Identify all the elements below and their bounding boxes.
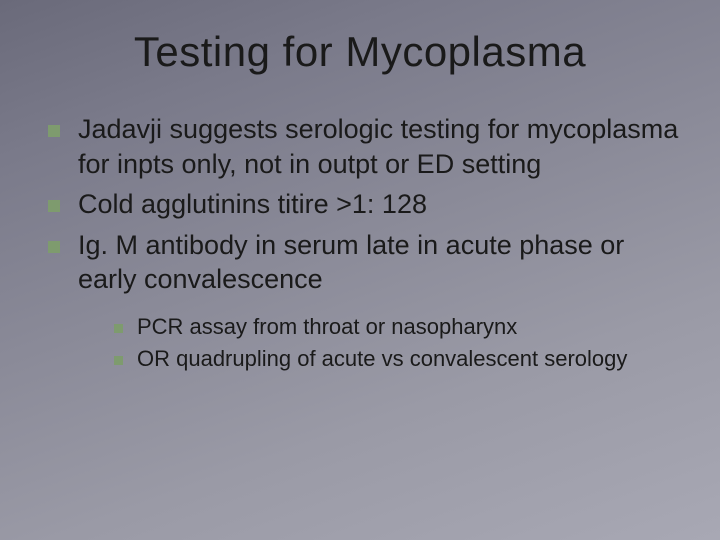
- list-item: Ig. M antibody in serum late in acute ph…: [48, 228, 680, 297]
- list-item: Cold agglutinins titire >1: 128: [48, 187, 680, 222]
- slide: Testing for Mycoplasma Jadavji suggests …: [0, 0, 720, 540]
- list-item: OR quadrupling of acute vs convalescent …: [114, 345, 680, 374]
- sub-bullet-text: OR quadrupling of acute vs convalescent …: [137, 345, 627, 374]
- list-item: PCR assay from throat or nasopharynx: [114, 313, 680, 342]
- square-bullet-icon: [114, 324, 123, 333]
- bullet-text: Cold agglutinins titire >1: 128: [78, 187, 427, 222]
- bullet-text: Ig. M antibody in serum late in acute ph…: [78, 228, 680, 297]
- bullet-text: Jadavji suggests serologic testing for m…: [78, 112, 680, 181]
- sub-bullet-text: PCR assay from throat or nasopharynx: [137, 313, 517, 342]
- square-bullet-icon: [114, 356, 123, 365]
- square-bullet-icon: [48, 241, 60, 253]
- slide-title: Testing for Mycoplasma: [0, 0, 720, 112]
- slide-content: Jadavji suggests serologic testing for m…: [0, 112, 720, 374]
- list-item: Jadavji suggests serologic testing for m…: [48, 112, 680, 181]
- sub-list: PCR assay from throat or nasopharynx OR …: [48, 313, 680, 374]
- square-bullet-icon: [48, 125, 60, 137]
- square-bullet-icon: [48, 200, 60, 212]
